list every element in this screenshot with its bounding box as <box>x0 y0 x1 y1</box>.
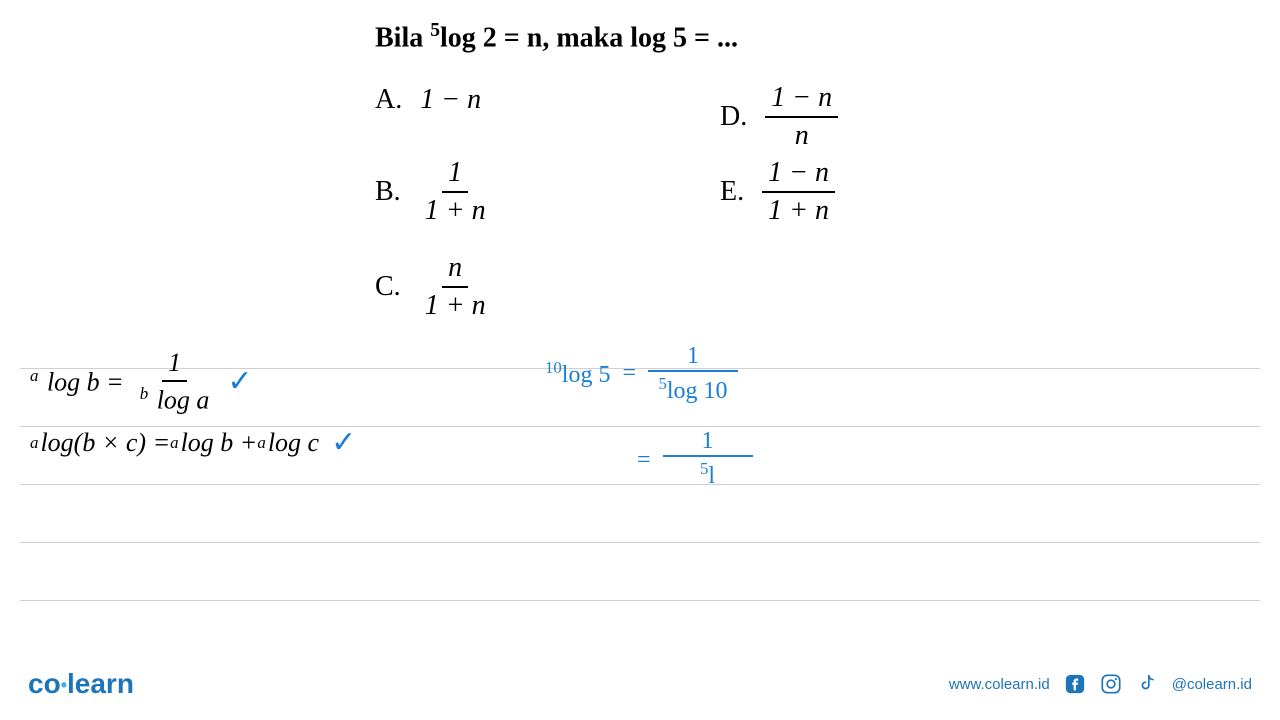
facebook-icon <box>1064 673 1086 695</box>
option-c-label: C. <box>375 271 401 303</box>
site-url: www.colearn.id <box>949 676 1050 693</box>
option-b: B. 1 1 + n <box>375 159 492 225</box>
formula2-seg3: log c <box>268 428 319 458</box>
rule-line <box>20 542 1260 543</box>
tiktok-icon <box>1136 673 1158 695</box>
hw2-num: 1 <box>663 430 753 457</box>
hw1-den: log 10 <box>667 378 728 404</box>
pre-superscript-b: b <box>140 384 148 403</box>
option-e-num: 1 − n <box>762 159 835 193</box>
formula1-num: 1 <box>162 350 187 382</box>
option-b-den: 1 + n <box>419 193 492 225</box>
option-b-label: B. <box>375 176 401 208</box>
formula-reciprocal-log: a log b = 1 b log a ✓ <box>30 350 253 414</box>
option-e: E. 1 − n 1 + n <box>720 159 835 225</box>
pre-superscript-a: a <box>257 433 265 453</box>
social-handle: @colearn.id <box>1172 676 1252 693</box>
log-base-sup: 5 <box>430 20 440 41</box>
hw2-den-base: l <box>708 463 715 489</box>
instagram-icon <box>1100 673 1122 695</box>
footer-bar: co•learn www.colearn.id @colearn.id <box>28 668 1252 700</box>
pre-superscript-a: a <box>30 366 38 385</box>
question-block: Bila 5log 2 = n, maka log 5 = ... A. 1 −… <box>375 20 1125 359</box>
handwriting-step2: = 1 5l <box>625 430 753 492</box>
brand-co: co <box>28 668 61 699</box>
hw-log5: log 5 <box>562 362 611 388</box>
option-d-label: D. <box>720 101 747 133</box>
option-e-label: E. <box>720 176 744 208</box>
formula2-seg2: log b + <box>181 428 258 458</box>
option-d-num: 1 − n <box>765 84 838 118</box>
handwriting-step1: 10log 5 = 1 5log 10 <box>545 345 738 403</box>
question-prefix: Bila <box>375 22 430 53</box>
equals-sign: = <box>637 447 651 474</box>
formula-log-product: a log(b × c) = a log b + a log c ✓ <box>30 425 356 460</box>
hw-sup-10: 10 <box>545 358 562 377</box>
option-c: C. n 1 + n <box>375 254 492 320</box>
check-icon: ✓ <box>331 425 356 460</box>
rule-line <box>20 600 1260 601</box>
option-b-num: 1 <box>442 159 468 193</box>
option-d: D. 1 − n n <box>720 84 838 150</box>
brand-logo: co•learn <box>28 668 134 700</box>
option-a: A. 1 − n <box>375 84 481 116</box>
hw-sup-5: 5 <box>658 374 666 393</box>
question-text: Bila 5log 2 = n, maka log 5 = ... <box>375 20 1125 54</box>
option-a-label: A. <box>375 84 402 116</box>
option-e-den: 1 + n <box>762 193 835 225</box>
option-d-den: n <box>789 118 815 150</box>
option-c-num: n <box>442 254 468 288</box>
option-a-value: 1 − n <box>420 84 481 116</box>
footer-right: www.colearn.id @colearn.id <box>949 673 1252 695</box>
pre-superscript-a: a <box>170 433 178 453</box>
pre-superscript-a: a <box>30 433 38 453</box>
hw1-num: 1 <box>648 345 738 372</box>
formula1-lhs: log b = <box>40 368 123 397</box>
option-c-den: 1 + n <box>419 288 492 320</box>
equals-sign: = <box>622 360 636 387</box>
formula1-den: log a <box>150 386 209 415</box>
options-grid: A. 1 − n B. 1 1 + n C. n 1 + n D. 1 − n … <box>375 79 1125 359</box>
question-remainder: log 2 = n, maka log 5 = ... <box>440 22 738 53</box>
formula2-seg1: log(b × c) = <box>40 428 170 458</box>
check-icon: ✓ <box>227 364 252 399</box>
brand-learn: learn <box>67 668 134 699</box>
